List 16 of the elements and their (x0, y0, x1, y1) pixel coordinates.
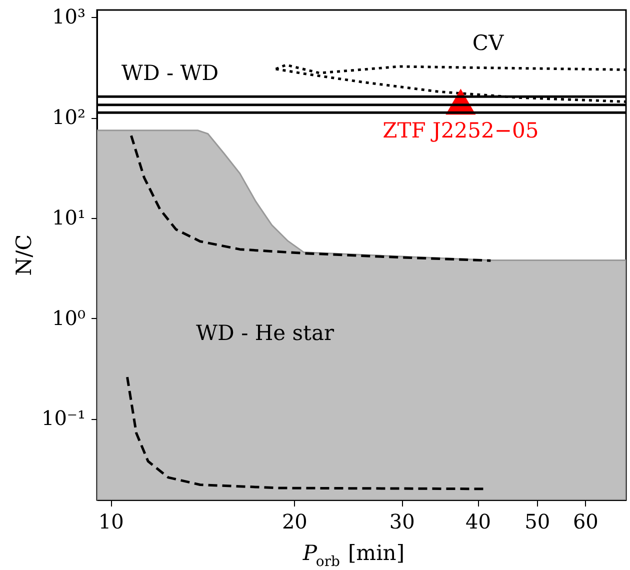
y-tick-label: 10² (52, 105, 86, 130)
x-tick-label: 30 (389, 510, 415, 534)
x-tick-label: 20 (282, 510, 308, 534)
y-tick-label: 10¹ (52, 205, 86, 230)
series-label: ZTF J2252−05 (382, 118, 539, 143)
annotation: WD - WD (121, 61, 219, 85)
x-tick-label: 60 (572, 510, 598, 534)
x-tick-label: 40 (466, 510, 491, 534)
y-axis-title: N/C (12, 234, 36, 276)
y-tick-label: 10⁻¹ (41, 406, 86, 430)
annotation: WD - He star (196, 321, 335, 345)
x-tick-label: 10 (98, 510, 124, 534)
x-tick-label: 50 (524, 510, 550, 534)
y-tick-label: 10⁰ (52, 306, 86, 330)
y-tick-label: 10³ (52, 4, 86, 29)
annotation: CV (472, 31, 504, 55)
